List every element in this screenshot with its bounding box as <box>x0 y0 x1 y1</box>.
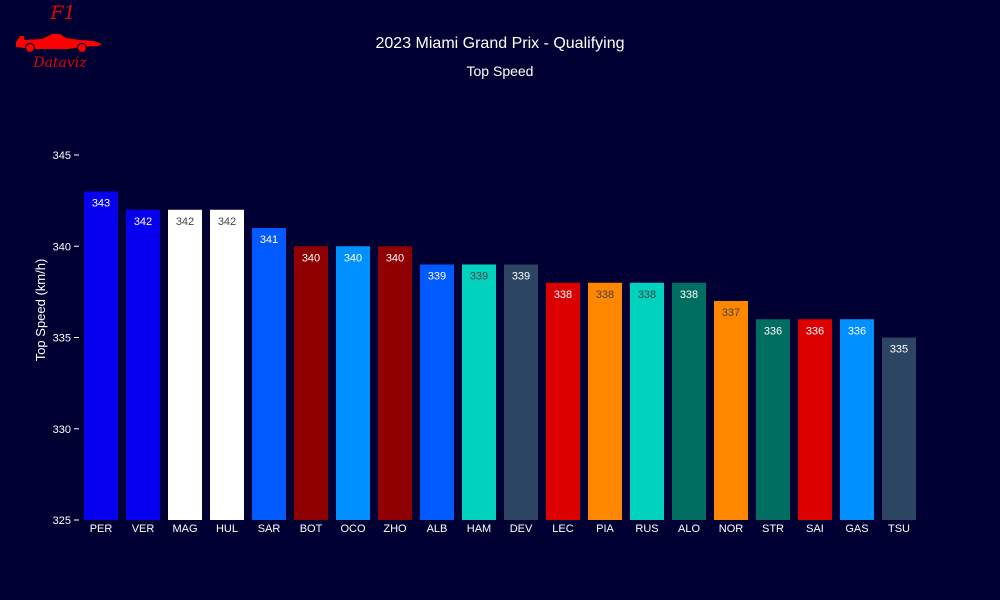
bar-value-label: 339 <box>512 271 530 283</box>
y-tick-label: 325 <box>53 515 71 527</box>
y-tick-label: 345 <box>53 150 71 162</box>
chart-subtitle: Top Speed <box>466 63 534 79</box>
bar-oco <box>336 246 370 520</box>
bar-value-label: 342 <box>218 216 236 228</box>
bar-mag <box>168 209 202 520</box>
bar-nor <box>714 301 748 520</box>
bar-pia <box>588 282 622 520</box>
bar-tsu <box>882 337 916 520</box>
y-axis-title: Top Speed (km/h) <box>33 259 48 362</box>
f1-car-icon <box>16 34 102 54</box>
y-tick-label: 335 <box>53 333 71 345</box>
bar-value-label: 336 <box>764 325 782 337</box>
x-axis: PER VER MAG HUL SAR BOT OCO ZHO ALB HAM DEV LEC PIA R… <box>90 523 910 535</box>
bar-sar <box>252 228 286 520</box>
bar-value-label: 340 <box>386 252 404 264</box>
bar-hul <box>210 209 244 520</box>
bar-value-label: 336 <box>848 325 866 337</box>
x-tick-label: ZHO <box>383 523 407 535</box>
bar-alo <box>672 282 706 520</box>
x-tick-label: ALB <box>427 523 448 535</box>
bar-value-label: 338 <box>680 289 698 301</box>
bar-ham <box>462 264 496 520</box>
x-tick-label: STR <box>762 523 784 535</box>
bar-value-label: 342 <box>176 216 194 228</box>
bar-ver <box>126 209 160 520</box>
bar-per <box>84 191 118 520</box>
bar-value-label: 339 <box>428 271 446 283</box>
bar-value-label: 339 <box>470 271 488 283</box>
x-tick-label: NOR <box>719 523 744 535</box>
bar-value-label: 343 <box>92 198 110 210</box>
bar-value-label: 340 <box>302 252 320 264</box>
bar-str <box>756 319 790 520</box>
x-tick-label: RUS <box>635 523 658 535</box>
x-tick-label: HAM <box>467 523 491 535</box>
logo-brand-text: F1 <box>50 2 76 24</box>
x-tick-label: TSU <box>888 523 910 535</box>
x-tick-label: ALO <box>678 523 700 535</box>
x-tick-label: SAR <box>258 523 281 535</box>
chart-title: 2023 Miami Grand Prix - Qualifying <box>375 35 625 52</box>
x-tick-label: VER <box>132 523 155 535</box>
x-tick-label: DEV <box>510 523 533 535</box>
x-tick-label: MAG <box>172 523 197 535</box>
bar-alb <box>420 264 454 520</box>
bar-bot <box>294 246 328 520</box>
bar-rus <box>630 282 664 520</box>
x-tick-label: PER <box>90 523 113 535</box>
x-tick-label: GAS <box>845 523 868 535</box>
bar-value-label: 341 <box>260 234 278 246</box>
x-tick-label: OCO <box>340 523 366 535</box>
x-tick-label: PIA <box>596 523 614 535</box>
bars-group: 343 342 342 342 341 340 340 340 339 339 339 338 338 3… <box>84 191 916 520</box>
bar-gas <box>840 319 874 520</box>
bar-value-label: 340 <box>344 252 362 264</box>
f1-dataviz-logo: F1 Dataviz <box>14 2 106 76</box>
x-tick-label: BOT <box>300 523 323 535</box>
x-tick-label: SAI <box>806 523 824 535</box>
bar-value-label: 336 <box>806 325 824 337</box>
x-tick-label: LEC <box>552 523 573 535</box>
bar-value-label: 335 <box>890 344 908 356</box>
bar-dev <box>504 264 538 520</box>
bar-lec <box>546 282 580 520</box>
bar-value-label: 337 <box>722 307 740 319</box>
y-tick-label: 340 <box>53 241 71 253</box>
bar-value-label: 338 <box>596 289 614 301</box>
bar-value-label: 342 <box>134 216 152 228</box>
bar-value-label: 338 <box>638 289 656 301</box>
bar-sai <box>798 319 832 520</box>
y-axis: 325 330 335 340 345 <box>53 150 79 527</box>
x-tick-label: HUL <box>216 523 238 535</box>
bar-zho <box>378 246 412 520</box>
y-tick-label: 330 <box>53 424 71 436</box>
logo-tagline: Dataviz <box>33 55 87 71</box>
bar-value-label: 338 <box>554 289 572 301</box>
